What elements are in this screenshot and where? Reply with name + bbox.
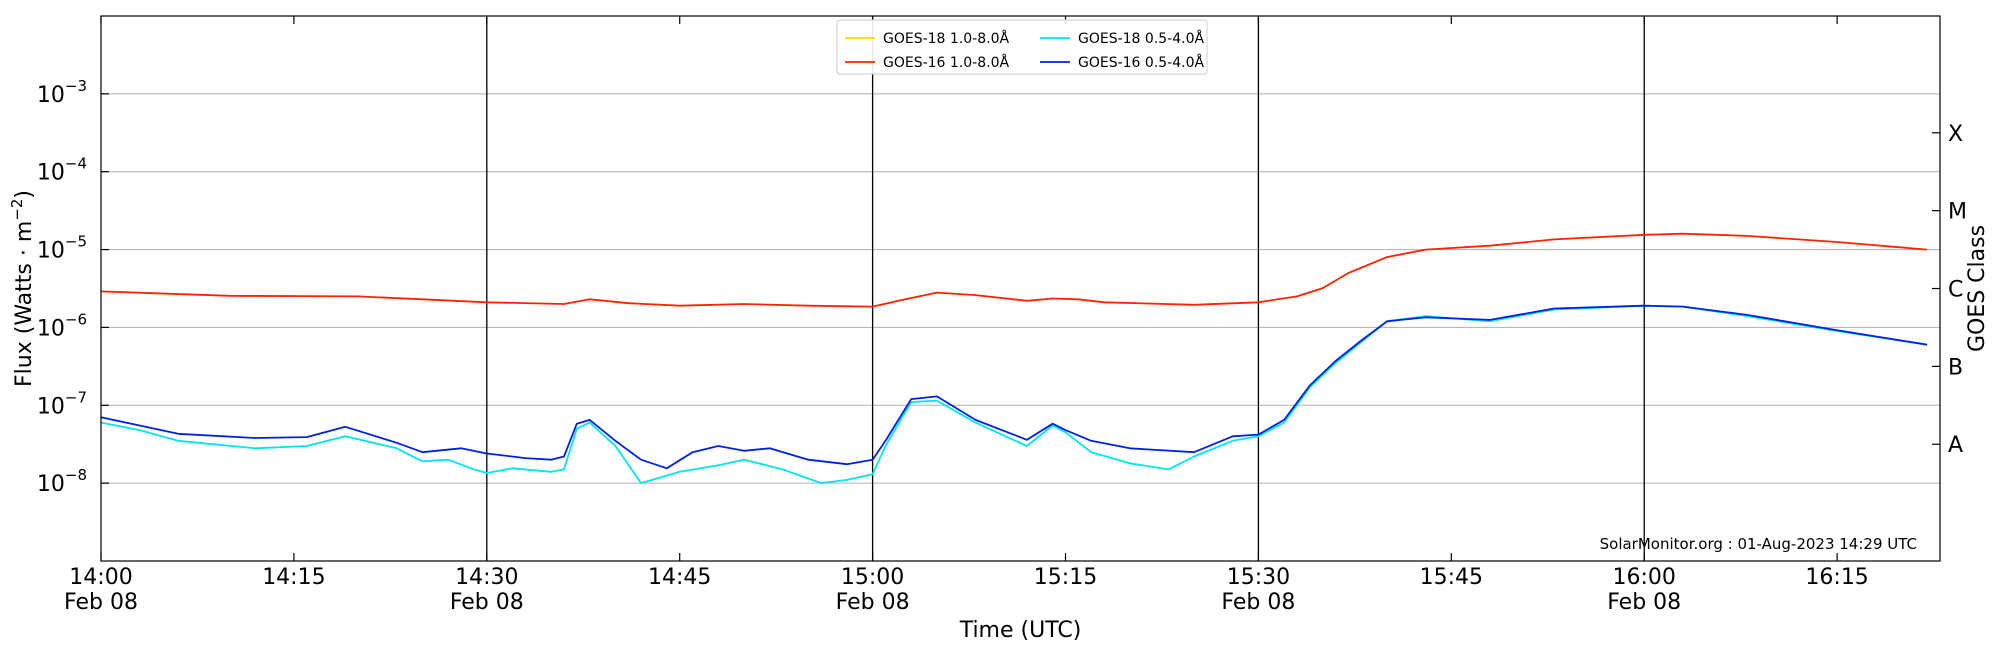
y-tick-exp: −4 (65, 155, 87, 173)
y-tick-exp: −6 (65, 310, 87, 328)
y-axis-title: Flux (Watts · m−2) (8, 190, 37, 387)
y-tick-exp: −5 (65, 233, 87, 251)
y-tick-label: 10−5 (37, 233, 87, 264)
goes-class-label: A (1948, 433, 1963, 458)
x-tick-label: 14:45 (648, 565, 711, 590)
y-tick-label: 10−8 (37, 466, 87, 497)
y-tick-exp: −7 (65, 388, 87, 406)
legend-entry: GOES-16 0.5-4.0Å (1078, 54, 1204, 71)
y-tick-label: 10−7 (37, 388, 87, 419)
x-tick-label: 15:15 (1034, 565, 1097, 590)
plot-frame (100, 15, 1941, 562)
y-axis-ticks: 10−810−710−610−510−410−3 (37, 77, 109, 497)
x-tick-label: 15:45 (1420, 565, 1483, 590)
x-tick-date-label: Feb 08 (1221, 590, 1295, 615)
x-tick-label: 16:00 (1613, 565, 1676, 590)
series-line (100, 232, 1928, 308)
x-tick-date-label: Feb 08 (1607, 590, 1681, 615)
y-tick-base: 10 (37, 239, 65, 264)
goes-class-label: C (1948, 278, 1963, 303)
x-axis-title: Time (UTC) (959, 618, 1082, 643)
legend-entry: GOES-18 0.5-4.0Å (1078, 30, 1204, 47)
series-lines (100, 232, 1928, 484)
x-tick-date-label: Feb 08 (64, 590, 138, 615)
y-axis-title-main: Flux (Watts · m (12, 221, 37, 387)
legend: GOES-18 1.0-8.0Å GOES-16 1.0-8.0Å GOES-18 … (836, 19, 1208, 75)
series-line (100, 304, 1928, 484)
x-tick-label: 15:00 (841, 565, 904, 590)
source-annotation: SolarMonitor.org : 01-Aug-2023 14:29 UTC (1600, 535, 1917, 553)
y-tick-base: 10 (37, 316, 65, 341)
x-tick-date-label: Feb 08 (450, 590, 524, 615)
x-tick-label: 15:30 (1227, 565, 1290, 590)
y-tick-base: 10 (37, 394, 65, 419)
y-tick-base: 10 (37, 472, 65, 497)
y2-axis-title: GOES Class (1965, 225, 1990, 352)
y-tick-exp: −8 (65, 466, 87, 484)
y-axis-title-close: ) (12, 190, 37, 199)
y-tick-exp: −3 (65, 77, 87, 95)
goes-class-label: X (1948, 122, 1963, 147)
x-tick-label: 16:15 (1805, 565, 1868, 590)
y-tick-label: 10−3 (37, 77, 87, 108)
day-markers (486, 16, 1645, 561)
y-axis-title-sup: −2 (8, 199, 26, 221)
goes-class-ticks: A B C M X (1932, 122, 1967, 458)
y-tick-label: 10−4 (37, 155, 87, 186)
series-line (100, 304, 1928, 470)
legend-box (836, 19, 1208, 75)
x-tick-label: 14:15 (262, 565, 325, 590)
goes-class-label: M (1948, 200, 1967, 225)
x-tick-label: 14:30 (455, 565, 518, 590)
legend-entry: GOES-18 1.0-8.0Å (883, 30, 1009, 47)
y-tick-base: 10 (37, 161, 65, 186)
goes-class-label: B (1948, 355, 1963, 380)
y-tick-label: 10−6 (37, 310, 87, 341)
y-tick-base: 10 (37, 83, 65, 108)
x-tick-label: 14:00 (69, 565, 132, 590)
legend-entry: GOES-16 1.0-8.0Å (883, 54, 1009, 71)
x-tick-date-label: Feb 08 (836, 590, 910, 615)
grid-lines (101, 93, 1940, 484)
